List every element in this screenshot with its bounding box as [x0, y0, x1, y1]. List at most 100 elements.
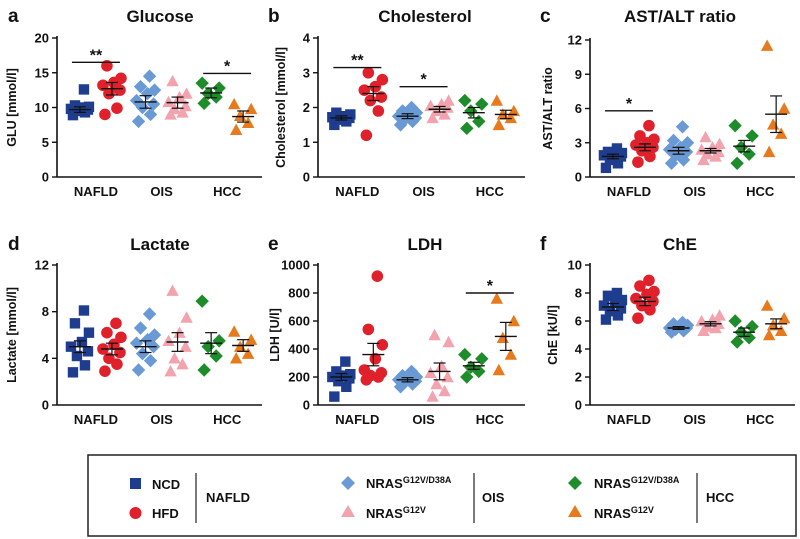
panel-e: e LDH LDH [U/l] 0 200 400 600 800 1000 NAFLD OIS HC…	[268, 234, 525, 427]
data-point-hcc_g12v	[762, 328, 776, 341]
data-point-ois_g12v	[424, 99, 437, 111]
data-point-ncd	[602, 146, 614, 158]
significance-label: **	[90, 47, 103, 64]
hcc-d38a-marker-icon	[568, 476, 582, 490]
x-group-label: OIS	[412, 184, 435, 199]
panel-d: d Lactate Lactate [mmol/l] 0 4 8 12 NAFLD OIS HCC	[5, 234, 262, 427]
data-point-ois_g12v	[162, 334, 175, 347]
data-point-hcc_g12v	[777, 102, 791, 114]
x-group-label: OIS	[412, 412, 435, 427]
data-point-ncd	[67, 367, 79, 378]
data-point-ois_g12v	[176, 106, 189, 118]
data-point-hcc_g12v	[244, 333, 258, 345]
data-point-hcc_d38a	[458, 347, 472, 362]
data-point-ois_g12v	[713, 137, 726, 150]
y-axis-label: GLU [mmol/l]	[5, 68, 19, 146]
significance-label: *	[224, 58, 231, 75]
y-tick-label: 0	[42, 170, 49, 185]
data-point-hcc_d38a	[475, 97, 489, 111]
hcc-g12v-marker-icon	[568, 505, 582, 517]
panel-title: Glucose	[126, 7, 193, 26]
data-point-hcc_g12v	[227, 97, 241, 110]
legend-label-ncd: NCD	[152, 477, 180, 492]
data-point-ncd	[340, 356, 351, 367]
ois-g12v-marker-icon	[341, 505, 355, 517]
data-point-hcc_d38a	[745, 319, 759, 334]
data-point-hcc_g12v	[507, 314, 521, 327]
y-tick-label: 0	[303, 170, 310, 185]
panel-title: LDH	[408, 235, 443, 254]
data-point-ois_d38a	[666, 317, 681, 331]
legend-label-ois-g12v: NRASG12V	[366, 505, 426, 521]
data-point-ois_g12v	[430, 104, 443, 117]
data-point-hcc_d38a	[195, 76, 209, 90]
y-tick-label: 0	[42, 398, 49, 413]
data-point-ois_g12v	[426, 390, 439, 402]
data-point-ois_g12v	[713, 309, 726, 321]
y-axis-label: LDH [U/l]	[268, 308, 282, 361]
data-point-ois_g12v	[164, 364, 177, 377]
data-point-ois_g12v	[430, 377, 443, 390]
panel-letter: f	[540, 234, 547, 255]
data-point-ncd	[600, 162, 612, 174]
x-group-label: NAFLD	[74, 184, 118, 199]
panel-letter: e	[268, 234, 279, 255]
legend-group-nafld: NAFLD	[206, 490, 250, 505]
significance-label: **	[351, 53, 364, 70]
legend-group-hcc: HCC	[706, 490, 735, 505]
data-point-ois_d38a	[129, 336, 144, 350]
y-tick-label: 4	[42, 351, 50, 366]
data-point-hcc_g12v	[504, 111, 518, 124]
data-point-hfd	[362, 323, 375, 336]
data-point-hfd	[643, 274, 655, 287]
data-point-ncd	[345, 109, 356, 120]
data-point-hfd	[110, 317, 122, 330]
data-point-hcc_d38a	[458, 93, 472, 108]
data-point-ois_d38a	[147, 83, 162, 97]
x-group-label: HCC	[476, 184, 505, 199]
data-point-hcc_g12v	[774, 127, 788, 139]
data-point-hcc_g12v	[760, 39, 774, 51]
data-point-hcc_d38a	[201, 339, 215, 354]
data-point-ncd	[598, 300, 610, 311]
y-tick-label: 8	[575, 286, 582, 301]
y-tick-label: 15	[35, 65, 49, 80]
y-tick-label: 9	[575, 67, 582, 82]
legend-group-ois: OIS	[482, 490, 505, 505]
data-point-hcc_g12v	[490, 292, 504, 304]
data-point-ois_d38a	[147, 328, 162, 342]
data-point-ois_d38a	[143, 107, 158, 122]
x-group-label: NAFLD	[607, 412, 651, 427]
y-tick-label: 10	[35, 100, 49, 115]
data-point-ois_g12v	[441, 370, 454, 383]
data-point-hcc_d38a	[475, 352, 489, 366]
data-point-hfd	[376, 73, 389, 86]
data-point-ncd	[329, 119, 340, 131]
data-point-ncd	[69, 318, 81, 329]
data-point-hfd	[99, 108, 111, 121]
data-point-ois_d38a	[675, 120, 690, 134]
y-tick-label: 0	[575, 170, 582, 185]
x-group-label: NAFLD	[607, 184, 651, 199]
data-point-ois_d38a	[680, 318, 695, 332]
data-point-hfd	[360, 129, 373, 142]
data-point-ois_d38a	[143, 353, 158, 368]
data-point-ois_d38a	[142, 307, 157, 321]
data-point-ois_g12v	[166, 74, 179, 87]
data-point-ois_d38a	[668, 148, 683, 163]
significance-label: *	[626, 96, 633, 113]
x-group-label: NAFLD	[335, 412, 379, 427]
data-point-ncd	[609, 297, 621, 308]
data-point-hfd	[358, 364, 371, 376]
y-tick-label: 6	[575, 101, 582, 116]
data-point-ncd	[345, 369, 356, 380]
y-tick-label: 20	[35, 31, 49, 46]
data-point-ncd	[83, 101, 95, 113]
panel-title: Cholesterol	[378, 7, 472, 26]
data-point-ncd	[78, 305, 90, 316]
x-group-label: NAFLD	[74, 412, 118, 427]
data-point-hcc_d38a	[197, 363, 211, 377]
legend-entry-hcc-g12v: NRASG12V	[568, 505, 654, 521]
